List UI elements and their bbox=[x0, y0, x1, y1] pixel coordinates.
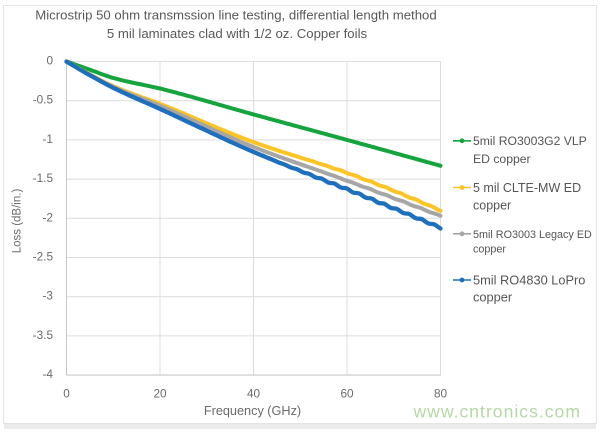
svg-text:copper: copper bbox=[473, 290, 513, 305]
svg-text:5mil RO3003 Legacy ED: 5mil RO3003 Legacy ED bbox=[473, 229, 592, 241]
svg-text:5mil RO3003G2 VLP: 5mil RO3003G2 VLP bbox=[473, 134, 587, 148]
svg-text:Loss (dB/in.): Loss (dB/in.) bbox=[12, 189, 24, 254]
svg-text:-1.5: -1.5 bbox=[33, 171, 54, 185]
svg-text:-3.5: -3.5 bbox=[33, 328, 54, 342]
svg-text:-4: -4 bbox=[43, 367, 54, 381]
svg-text:0: 0 bbox=[46, 54, 53, 68]
svg-text:-2.5: -2.5 bbox=[33, 250, 54, 264]
svg-text:Frequency (GHz): Frequency (GHz) bbox=[204, 404, 301, 418]
svg-text:copper: copper bbox=[473, 199, 511, 213]
svg-text:-0.5: -0.5 bbox=[33, 93, 54, 107]
svg-text:Microstrip 50 ohm transmssion: Microstrip 50 ohm transmssion line testi… bbox=[35, 8, 436, 23]
svg-text:ED copper: ED copper bbox=[473, 152, 531, 166]
svg-text:5 mil laminates clad with 1/2: 5 mil laminates clad with 1/2 oz. Copper… bbox=[107, 26, 368, 41]
svg-text:-1: -1 bbox=[43, 132, 54, 146]
svg-text:20: 20 bbox=[153, 387, 167, 401]
svg-text:5mil RO4830 LoPro: 5mil RO4830 LoPro bbox=[473, 272, 585, 287]
svg-text:80: 80 bbox=[434, 387, 448, 401]
svg-text:www.cntronics.com: www.cntronics.com bbox=[412, 401, 581, 421]
svg-text:-3: -3 bbox=[43, 289, 54, 303]
svg-text:60: 60 bbox=[340, 387, 354, 401]
svg-text:-2: -2 bbox=[43, 210, 54, 224]
svg-text:0: 0 bbox=[63, 387, 70, 401]
svg-text:copper: copper bbox=[473, 244, 506, 256]
svg-text:40: 40 bbox=[247, 387, 261, 401]
svg-text:5 mil CLTE-MW ED: 5 mil CLTE-MW ED bbox=[473, 181, 581, 195]
